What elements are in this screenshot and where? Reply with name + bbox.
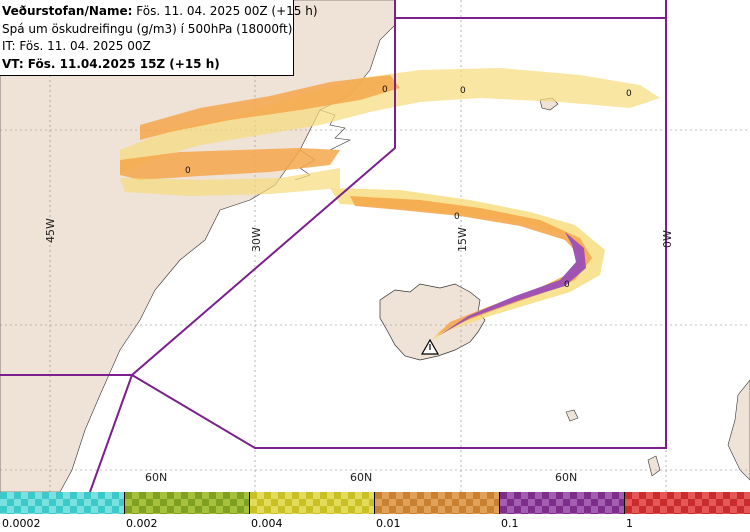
forecast-boundary	[0, 0, 667, 492]
valid-time-text: VT: Fös. 11.04.2025 15Z (+15 h)	[2, 56, 220, 71]
issuer-row: Veðurstofan/Name: Fös. 11. 04. 2025 00Z …	[2, 3, 318, 21]
faroe-islands	[565, 409, 579, 422]
latitude-label-60n: 60N	[145, 471, 167, 484]
issuer-value: Fös. 11. 04. 2025 00Z (+15 h)	[136, 4, 318, 18]
product-description: Spá um öskudreifingu (g/m3) í 500hPa (18…	[2, 21, 293, 36]
legend-bin-purple	[500, 492, 625, 514]
norway-coast	[727, 379, 750, 481]
latitude-label-60n: 60N	[350, 471, 372, 484]
longitude-label-15w: 15W	[456, 227, 469, 252]
latitude-label-60n: 60N	[555, 471, 577, 484]
contour-label-0: 0	[454, 212, 460, 222]
valid-time: VT: Fös. 11.04.2025 15Z (+15 h)	[2, 56, 293, 74]
legend-bin-green	[125, 492, 250, 514]
map-canvas: 0 0 0 0 0 0 45W 30W 15W 0W 60N 60N 60N	[0, 0, 750, 492]
legend-bin-yellow	[250, 492, 375, 514]
legend-tick-label: 0.002	[126, 517, 158, 530]
contour-label-0: 0	[185, 166, 191, 176]
contour-label-0: 0	[626, 89, 632, 99]
iceland-landmass	[379, 283, 486, 361]
forecast-info-panel: Veðurstofan/Name: Fös. 11. 04. 2025 00Z …	[0, 0, 318, 76]
contour-label-0: 0	[460, 86, 466, 96]
graticule	[0, 0, 750, 492]
legend-tick-label: 0.01	[376, 517, 401, 530]
legend-bin-cyan	[0, 492, 125, 514]
legend-bin-orange	[375, 492, 500, 514]
legend-bin-red	[625, 492, 750, 514]
legend-tick-label: 0.004	[251, 517, 283, 530]
issuer-label: Veðurstofan/Name:	[2, 4, 133, 18]
legend-tick-label: 1	[626, 517, 633, 530]
ash-plume-northern-band	[120, 68, 660, 196]
volcano-warning-icon	[420, 338, 440, 355]
legend-tick-label: 0.0002	[2, 517, 41, 530]
longitude-label-0w: 0W	[661, 230, 674, 248]
ash-plume-southern-arc	[330, 188, 605, 340]
longitude-label-30w: 30W	[250, 227, 263, 252]
longitude-label-45w: 45W	[44, 218, 57, 243]
concentration-legend: 0.0002 0.002 0.004 0.01 0.1 1	[0, 492, 750, 532]
initial-time: IT: Fös. 11. 04. 2025 00Z	[2, 39, 151, 53]
legend-tick-label: 0.1	[501, 517, 519, 530]
contour-label-0: 0	[564, 280, 570, 290]
contour-label-0: 0	[382, 85, 388, 95]
